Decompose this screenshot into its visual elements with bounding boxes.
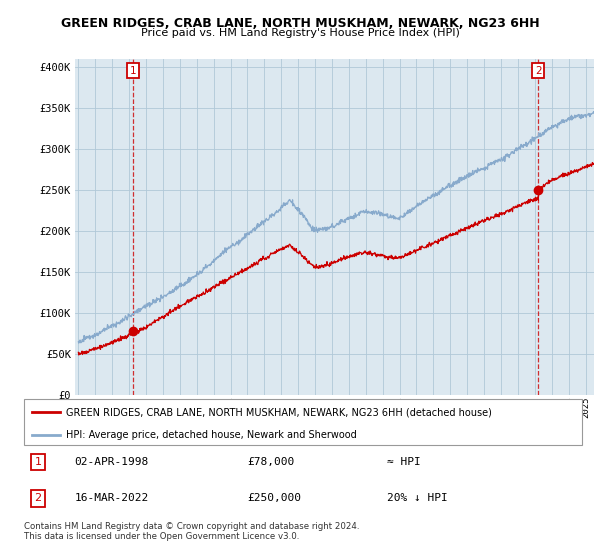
Text: Contains HM Land Registry data © Crown copyright and database right 2024.
This d: Contains HM Land Registry data © Crown c… (24, 522, 359, 542)
Text: £250,000: £250,000 (247, 493, 301, 503)
Text: 20% ↓ HPI: 20% ↓ HPI (387, 493, 448, 503)
Text: 1: 1 (34, 457, 41, 467)
Text: 2: 2 (34, 493, 41, 503)
Text: GREEN RIDGES, CRAB LANE, NORTH MUSKHAM, NEWARK, NG23 6HH (detached house): GREEN RIDGES, CRAB LANE, NORTH MUSKHAM, … (66, 407, 492, 417)
Text: Price paid vs. HM Land Registry's House Price Index (HPI): Price paid vs. HM Land Registry's House … (140, 28, 460, 38)
Text: 1: 1 (130, 66, 137, 76)
Text: HPI: Average price, detached house, Newark and Sherwood: HPI: Average price, detached house, Newa… (66, 430, 356, 440)
Text: ≈ HPI: ≈ HPI (387, 457, 421, 467)
Text: £78,000: £78,000 (247, 457, 295, 467)
Text: 16-MAR-2022: 16-MAR-2022 (74, 493, 148, 503)
Text: 2: 2 (535, 66, 542, 76)
Text: 02-APR-1998: 02-APR-1998 (74, 457, 148, 467)
Text: GREEN RIDGES, CRAB LANE, NORTH MUSKHAM, NEWARK, NG23 6HH: GREEN RIDGES, CRAB LANE, NORTH MUSKHAM, … (61, 17, 539, 30)
FancyBboxPatch shape (24, 399, 582, 445)
